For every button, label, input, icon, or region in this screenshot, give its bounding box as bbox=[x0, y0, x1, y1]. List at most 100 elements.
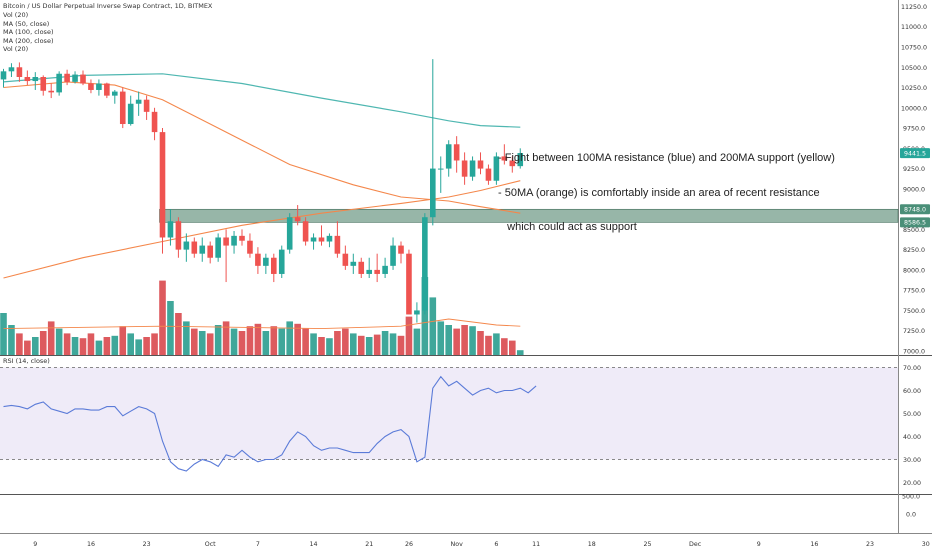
time-tick-label: 7 bbox=[256, 541, 260, 548]
extra-tick-label: 0.0 bbox=[906, 512, 916, 519]
candle-body bbox=[199, 245, 206, 254]
candle-body bbox=[127, 103, 134, 125]
candle-body bbox=[382, 265, 388, 274]
volume-bar bbox=[39, 331, 47, 355]
indicator-label-ma100[interactable]: MA (100, close) bbox=[3, 28, 54, 36]
volume-bar bbox=[413, 328, 421, 355]
volume-bar bbox=[143, 337, 150, 355]
moving-averages bbox=[3, 73, 521, 330]
volume-bar bbox=[262, 331, 270, 355]
volume-bar bbox=[342, 328, 349, 355]
volume-bar bbox=[55, 328, 63, 355]
price-axis: 11250.0 11000.0 10750.0 10500.0 10250.0 10000… bbox=[900, 4, 930, 519]
volume-bar bbox=[119, 326, 127, 355]
grid bbox=[0, 0, 932, 534]
rsi-label[interactable]: RSI (14, close) bbox=[3, 357, 50, 365]
volume-bar bbox=[326, 338, 333, 355]
candle-body bbox=[334, 235, 341, 254]
time-axis: 9 16 23 Oct 7 14 21 26 Nov 6 11 18 25 Dec 9 16 23 30 bbox=[33, 541, 929, 548]
candle-body bbox=[278, 249, 285, 274]
time-tick-label: 16 bbox=[87, 541, 95, 548]
volume-bar bbox=[79, 338, 87, 355]
volume-bar bbox=[397, 335, 405, 355]
indicator-label-ma50[interactable]: MA (50, close) bbox=[3, 19, 50, 28]
candle-body bbox=[350, 261, 357, 266]
candle-body bbox=[374, 269, 380, 274]
volume-bar bbox=[373, 334, 381, 355]
volume-bar bbox=[206, 333, 214, 355]
candle-body bbox=[493, 156, 500, 181]
volume-bar bbox=[151, 333, 158, 355]
volume-bar bbox=[159, 280, 166, 355]
price-tag-label: 8748.0 bbox=[904, 207, 926, 214]
candle-body bbox=[430, 168, 436, 218]
candle-body bbox=[326, 235, 333, 242]
candle-body bbox=[143, 99, 150, 112]
price-tick-label: 7000.0 bbox=[903, 348, 925, 355]
price-tick-label: 9000.0 bbox=[903, 186, 925, 193]
resistance-zone bbox=[159, 208, 899, 223]
candle-body bbox=[16, 67, 23, 77]
price-tick-label: 7250.0 bbox=[903, 328, 925, 335]
volume-bar bbox=[214, 325, 222, 355]
candle-body bbox=[358, 261, 365, 274]
rsi-line-path bbox=[3, 375, 537, 472]
volume-bar bbox=[516, 350, 524, 355]
price-tick-label: 7500.0 bbox=[903, 308, 925, 315]
volume-bar bbox=[167, 301, 174, 355]
time-tick-label: 9 bbox=[33, 541, 37, 548]
volume-bar bbox=[32, 337, 39, 355]
volume-bar bbox=[445, 325, 452, 355]
candle-body bbox=[422, 217, 428, 311]
candle-body bbox=[104, 83, 110, 96]
indicator-label-vol2[interactable]: Vol (20) bbox=[3, 45, 29, 53]
volume-bar bbox=[8, 325, 15, 355]
volume-bar bbox=[493, 333, 500, 355]
price-tick-label: 7750.0 bbox=[903, 288, 925, 295]
candle-body bbox=[414, 310, 420, 315]
candle-body bbox=[56, 73, 62, 93]
candle-body bbox=[207, 245, 213, 258]
candle-body bbox=[501, 156, 508, 161]
indicator-label-vol[interactable]: Vol (20) bbox=[3, 11, 29, 19]
candles bbox=[0, 59, 524, 323]
candle-body bbox=[175, 221, 182, 250]
volume-bar bbox=[310, 333, 317, 355]
price-tick-label: 8250.0 bbox=[903, 247, 925, 254]
volume-bar bbox=[389, 333, 397, 355]
volume-bar bbox=[381, 331, 389, 355]
volume-bar bbox=[254, 323, 262, 355]
candle-body bbox=[0, 71, 7, 80]
candle-body bbox=[302, 221, 309, 242]
time-tick-label: 30 bbox=[922, 541, 930, 548]
candle-body bbox=[263, 257, 269, 266]
price-tag bbox=[900, 148, 930, 159]
candle-body bbox=[342, 253, 349, 266]
volume-bar bbox=[246, 326, 254, 355]
candle-body bbox=[48, 90, 54, 93]
candle-body bbox=[231, 235, 237, 246]
price-tag bbox=[900, 204, 930, 215]
candle-body bbox=[112, 91, 118, 96]
volume-bar bbox=[509, 340, 516, 355]
rsi-pane bbox=[0, 367, 898, 460]
rsi-tick-label: 50.00 bbox=[903, 411, 921, 418]
volume-bar bbox=[127, 333, 134, 355]
time-tick-label: 23 bbox=[143, 541, 151, 548]
candle-body bbox=[437, 168, 444, 170]
price-tick-label: 8500.0 bbox=[903, 227, 925, 234]
time-tick-label: 11 bbox=[532, 541, 540, 548]
candle-body bbox=[119, 91, 126, 125]
volume-bar bbox=[71, 337, 79, 355]
candle-body bbox=[318, 237, 325, 242]
indicator-label-ma200[interactable]: MA (200, close) bbox=[3, 36, 54, 45]
candle-body bbox=[191, 241, 198, 254]
candle-body bbox=[310, 237, 317, 242]
volume-bar bbox=[16, 333, 23, 355]
time-tick-label: 14 bbox=[310, 541, 318, 548]
volume-bar bbox=[87, 333, 95, 355]
rsi-tick-label: 40.00 bbox=[903, 434, 921, 441]
candle-body bbox=[151, 111, 158, 133]
candle-body bbox=[294, 217, 301, 222]
